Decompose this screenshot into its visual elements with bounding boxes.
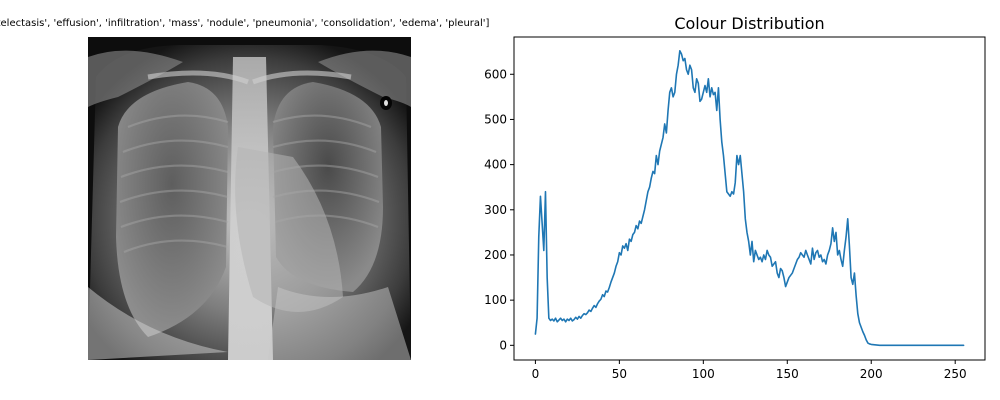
y-tick-label: 600 [484, 67, 507, 81]
plot-area-frame [513, 36, 986, 361]
y-tick-label: 300 [484, 203, 507, 217]
y-tick-label: 0 [499, 338, 507, 352]
chest-xray-image [88, 37, 411, 360]
y-tick-label: 100 [484, 293, 507, 307]
chart-title: Colour Distribution [674, 14, 824, 33]
x-tick-label: 50 [612, 367, 627, 381]
x-tick-label: 250 [944, 367, 967, 381]
x-tick-label: 200 [860, 367, 883, 381]
y-tick-label: 500 [484, 112, 507, 126]
y-axis: 0 100 200 300 400 500 600 [484, 67, 514, 352]
x-tick-label: 100 [692, 367, 715, 381]
x-axis: 0 50 100 150 200 250 [532, 360, 967, 381]
x-tick-label: 0 [532, 367, 540, 381]
x-tick-label: 150 [776, 367, 799, 381]
chest-xray-graphic [88, 37, 411, 360]
image-title: bel: ['atelectasis', 'effusion', 'infilt… [0, 18, 490, 29]
colour-distribution-line [534, 49, 965, 347]
y-tick-label: 200 [484, 248, 507, 262]
y-tick-label: 400 [484, 158, 507, 172]
